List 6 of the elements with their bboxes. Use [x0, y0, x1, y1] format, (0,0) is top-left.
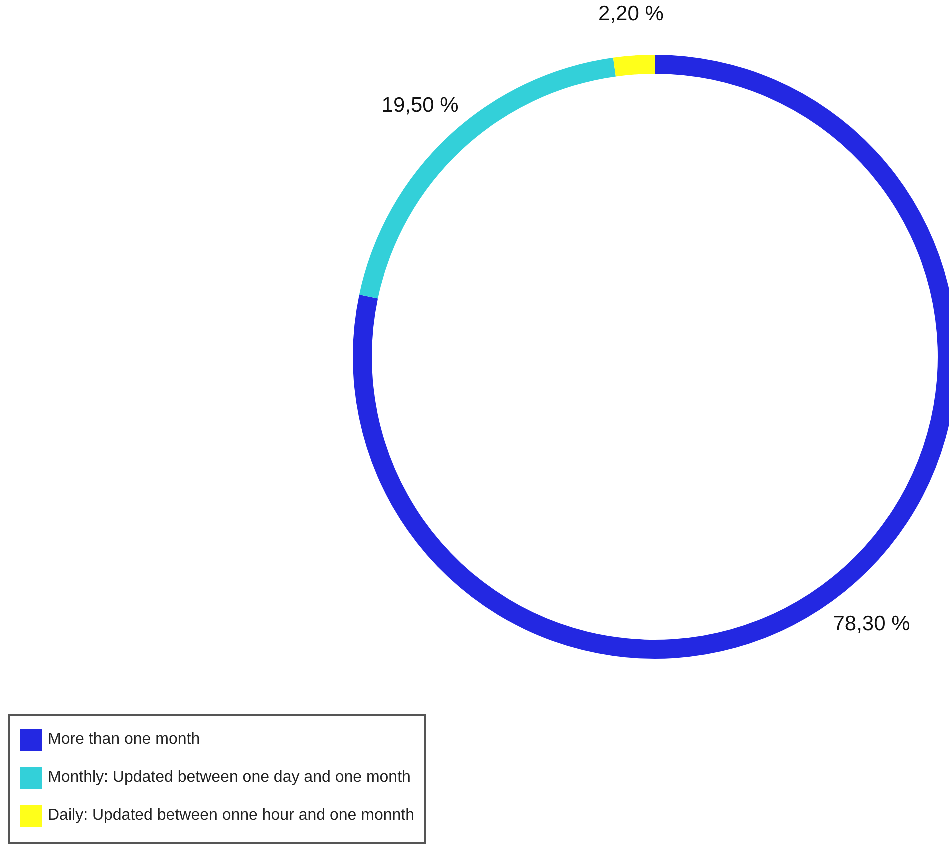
data-label: 78,30 % [833, 612, 910, 636]
legend-label: Daily: Updated between onne hour and one monnth [48, 807, 414, 825]
legend-label: Monthly: Updated between one day and one month [48, 769, 411, 787]
data-label: 19,50 % [382, 94, 459, 117]
legend-label: More than one month [48, 731, 200, 749]
data-label: 2,20 % [598, 2, 664, 26]
